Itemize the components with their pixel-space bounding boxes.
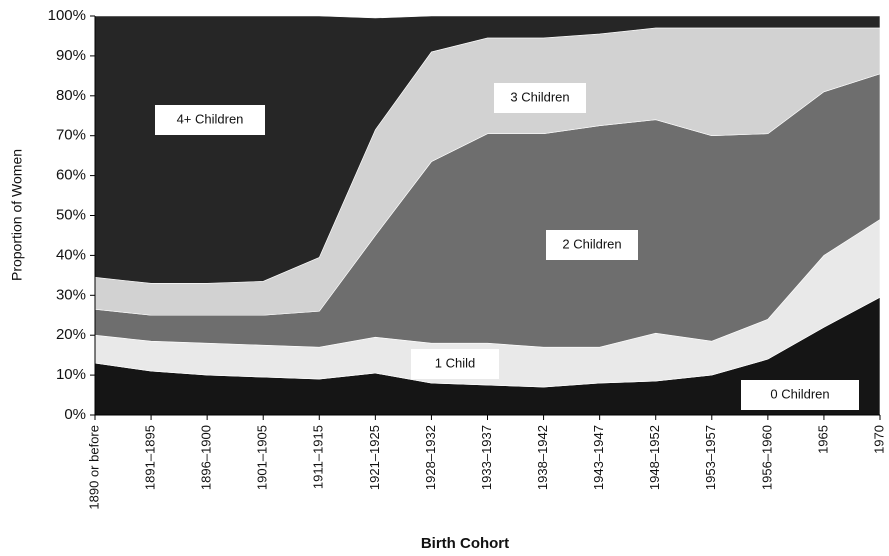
series-label: 0 Children (770, 386, 829, 401)
y-tick-label: 30% (56, 286, 86, 303)
y-tick-label: 80% (56, 87, 86, 104)
x-tick-label: 1896–1900 (199, 425, 214, 490)
area (94, 15, 881, 284)
series-label: 2 Children (562, 236, 621, 251)
y-tick-label: 50% (56, 206, 86, 223)
x-tick-label: 1943–1947 (591, 425, 606, 490)
y-axis-label: Proportion of Women (9, 149, 25, 281)
label-box (155, 105, 265, 135)
y-tick-label: 70% (56, 127, 86, 144)
y-tick-label: 20% (56, 326, 86, 343)
series-label: 3 Children (510, 89, 569, 104)
x-tick-label: 1965 (815, 425, 830, 454)
series-label: 4+ Children (177, 111, 244, 126)
label-box (741, 380, 859, 410)
label-box (494, 83, 586, 113)
y-tick-label: 90% (56, 47, 86, 64)
x-tick-label: 1933–1937 (479, 425, 494, 490)
x-tick-label: 1911–1915 (311, 425, 326, 489)
x-tick-label: 1970 (871, 425, 886, 454)
y-tick-label: 40% (56, 246, 86, 263)
x-tick-label: 1956–1960 (759, 425, 774, 490)
y-tick-label: 0% (64, 406, 86, 423)
x-tick-label: 1890 or before (86, 425, 101, 510)
y-tick-label: 10% (56, 366, 86, 383)
x-tick-label: 1948–1952 (647, 425, 662, 490)
y-tick-label: 60% (56, 167, 86, 184)
label-box (411, 349, 499, 379)
x-tick-label: 1938–1942 (535, 425, 550, 490)
y-tick-label: 100% (48, 7, 86, 24)
series-label: 1 Child (435, 355, 475, 370)
x-tick-label: 1928–1932 (423, 425, 438, 490)
x-tick-label: 1921–1925 (367, 425, 382, 490)
x-tick-label: 1901–1905 (255, 425, 270, 490)
x-tick-label: 1891–1895 (143, 425, 158, 490)
label-box (546, 230, 638, 260)
x-tick-label: 1953–1957 (703, 425, 718, 490)
x-axis-label: Birth Cohort (421, 535, 509, 552)
